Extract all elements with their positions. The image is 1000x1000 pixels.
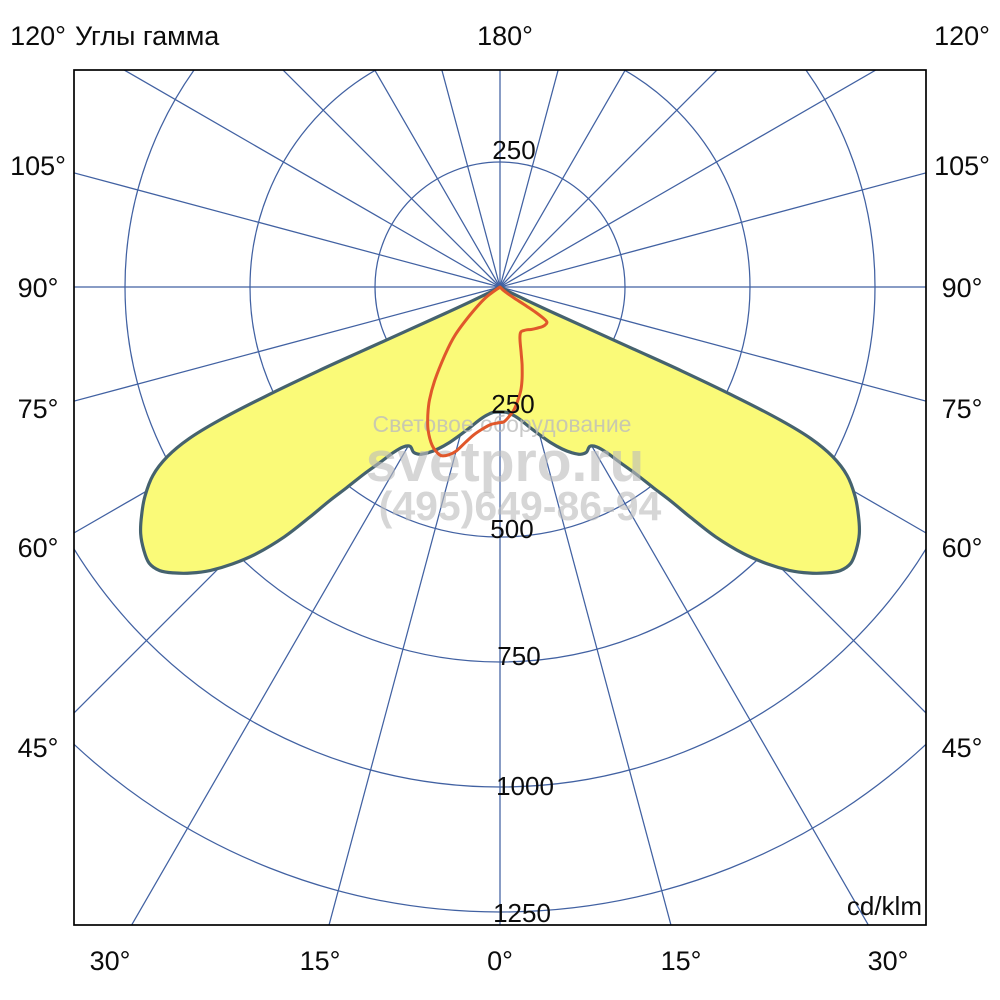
- plot-border: [73, 69, 927, 926]
- gamma-label-bottom-2: 0°: [487, 946, 513, 976]
- watermark: Световое оборудование svetpro.ru (495)64…: [366, 411, 662, 529]
- watermark-line2: svetpro.ru: [366, 430, 645, 494]
- grid-ray-150deg: [499, 70, 627, 288]
- gamma-label-right-0: 120°: [934, 21, 990, 51]
- watermark-line1: Световое оборудование: [373, 411, 632, 437]
- ring-value-label-4: 1000: [496, 771, 554, 801]
- watermark-line3: (495)649-86-94: [379, 483, 662, 529]
- grid-ray-165deg: [499, 70, 559, 288]
- grid-ray-105deg: [499, 172, 926, 288]
- gamma-label-right-3: 75°: [942, 394, 983, 424]
- gamma-label-left-4: 60°: [18, 533, 59, 563]
- grid-ray-210deg: [373, 70, 501, 288]
- gamma-label-right-2: 90°: [942, 273, 983, 303]
- grid-ray-120deg: [499, 70, 878, 288]
- wide-beam-curve: [138, 285, 862, 575]
- grid-ray-225deg: [282, 70, 501, 288]
- gamma-label-bottom-3: 15°: [661, 946, 702, 976]
- ring-value-label-3: 750: [497, 641, 540, 671]
- grid-ray-75deg: [499, 286, 926, 402]
- grid-ray-285deg: [74, 286, 501, 402]
- gamma-label-left-0: 120°: [10, 21, 66, 51]
- gamma-label-right-1: 105°: [934, 151, 990, 181]
- wide-beam-path: [138, 285, 862, 575]
- gamma-label-top-180: 180°: [477, 21, 533, 51]
- ring-value-label-1: 250: [491, 389, 534, 419]
- axis-labels: 120° 105° 90° 75° 60° 45° 120° 105° 90° 75° 60° 45°…: [10, 21, 990, 976]
- gamma-label-right-5: 45°: [942, 733, 983, 763]
- grid-ray-240deg: [122, 70, 501, 288]
- gamma-label-right-4: 60°: [942, 533, 983, 563]
- gamma-label-left-5: 45°: [18, 733, 59, 763]
- grid-ray-345deg: [328, 286, 501, 925]
- grid-ray-330deg: [130, 286, 501, 925]
- gamma-label-left-2: 90°: [18, 273, 59, 303]
- grid-ray-135deg: [499, 70, 718, 288]
- unit-label: cd/klm: [847, 891, 922, 921]
- chart-title: Углы гамма: [75, 21, 220, 51]
- grid-ray-30deg: [499, 286, 870, 925]
- gamma-label-left-1: 105°: [10, 151, 66, 181]
- gamma-label-bottom-0: 30°: [90, 946, 131, 976]
- ring-value-label-5: 1250: [493, 898, 551, 928]
- narrow-beam-curve: [426, 285, 549, 458]
- grid-ray-255deg: [74, 172, 501, 288]
- grid-ray-15deg: [499, 286, 672, 925]
- gamma-label-bottom-4: 30°: [868, 946, 909, 976]
- gamma-label-bottom-1: 15°: [300, 946, 341, 976]
- narrow-beam-path: [426, 285, 549, 458]
- gamma-label-left-3: 75°: [18, 394, 59, 424]
- ring-value-label-2: 500: [490, 514, 533, 544]
- ring-value-label-0: 250: [492, 135, 535, 165]
